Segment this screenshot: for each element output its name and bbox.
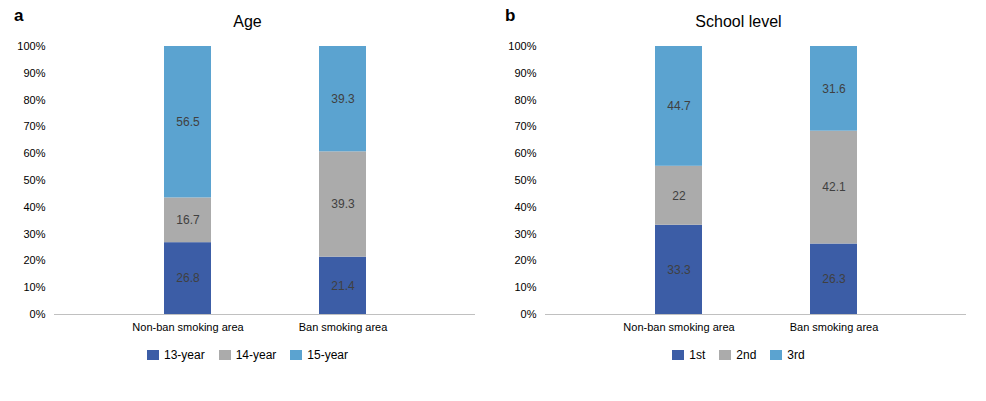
svg-text:30%: 30% [23, 228, 45, 240]
svg-text:Ban smoking area: Ban smoking area [790, 321, 880, 333]
svg-text:100%: 100% [17, 40, 45, 52]
html-text:b: b [505, 6, 516, 25]
svg-text:80%: 80% [514, 94, 536, 106]
svg-text:26.8: 26.8 [176, 271, 200, 285]
svg-text:10%: 10% [514, 281, 536, 293]
svg-text:20%: 20% [514, 254, 536, 266]
html-text:14-year: 14-year [235, 348, 277, 362]
html-text:a: a [14, 6, 24, 25]
svg-text:26.3: 26.3 [822, 272, 846, 286]
svg-text:20%: 20% [23, 254, 45, 266]
svg-text:90%: 90% [23, 67, 45, 79]
svg-text:33.3: 33.3 [667, 263, 691, 277]
svg-text:39.3: 39.3 [331, 197, 355, 211]
html-text:13-year: 13-year [164, 348, 205, 362]
svg-text:30%: 30% [514, 228, 536, 240]
svg-text:80%: 80% [23, 94, 45, 106]
svg-text:50%: 50% [514, 174, 536, 186]
svg-text:90%: 90% [514, 67, 536, 79]
svg-text:0%: 0% [521, 308, 537, 320]
svg-text:0%: 0% [30, 308, 46, 320]
svg-text:40%: 40% [23, 201, 45, 213]
svg-text:56.5: 56.5 [176, 115, 200, 129]
svg-text:50%: 50% [23, 174, 45, 186]
svg-text:22: 22 [672, 189, 686, 203]
html-text:3rd: 3rd [787, 348, 805, 362]
html-text:School level: School level [695, 13, 782, 30]
svg-text:100%: 100% [508, 40, 536, 52]
svg-text:60%: 60% [23, 147, 45, 159]
svg-text:39.3: 39.3 [331, 92, 355, 106]
html-text:2nd: 2nd [736, 348, 757, 362]
svg-text:70%: 70% [514, 120, 536, 132]
html-text:15-year: 15-year [307, 348, 348, 362]
svg-text:42.1: 42.1 [822, 180, 846, 194]
svg-text:16.7: 16.7 [176, 213, 200, 227]
svg-text:40%: 40% [514, 201, 536, 213]
svg-text:70%: 70% [23, 120, 45, 132]
svg-text:60%: 60% [514, 147, 536, 159]
svg-text:21.4: 21.4 [331, 279, 355, 293]
svg-text:10%: 10% [23, 281, 45, 293]
svg-text:44.7: 44.7 [667, 99, 691, 113]
svg-text:Non-ban smoking area: Non-ban smoking area [623, 321, 735, 333]
svg-text:Non-ban smoking area: Non-ban smoking area [132, 321, 244, 333]
svg-text:31.6: 31.6 [822, 82, 846, 96]
svg-text:Ban smoking area: Ban smoking area [299, 321, 389, 333]
html-text:Age: Age [233, 13, 262, 30]
html-text:1st: 1st [689, 348, 706, 362]
